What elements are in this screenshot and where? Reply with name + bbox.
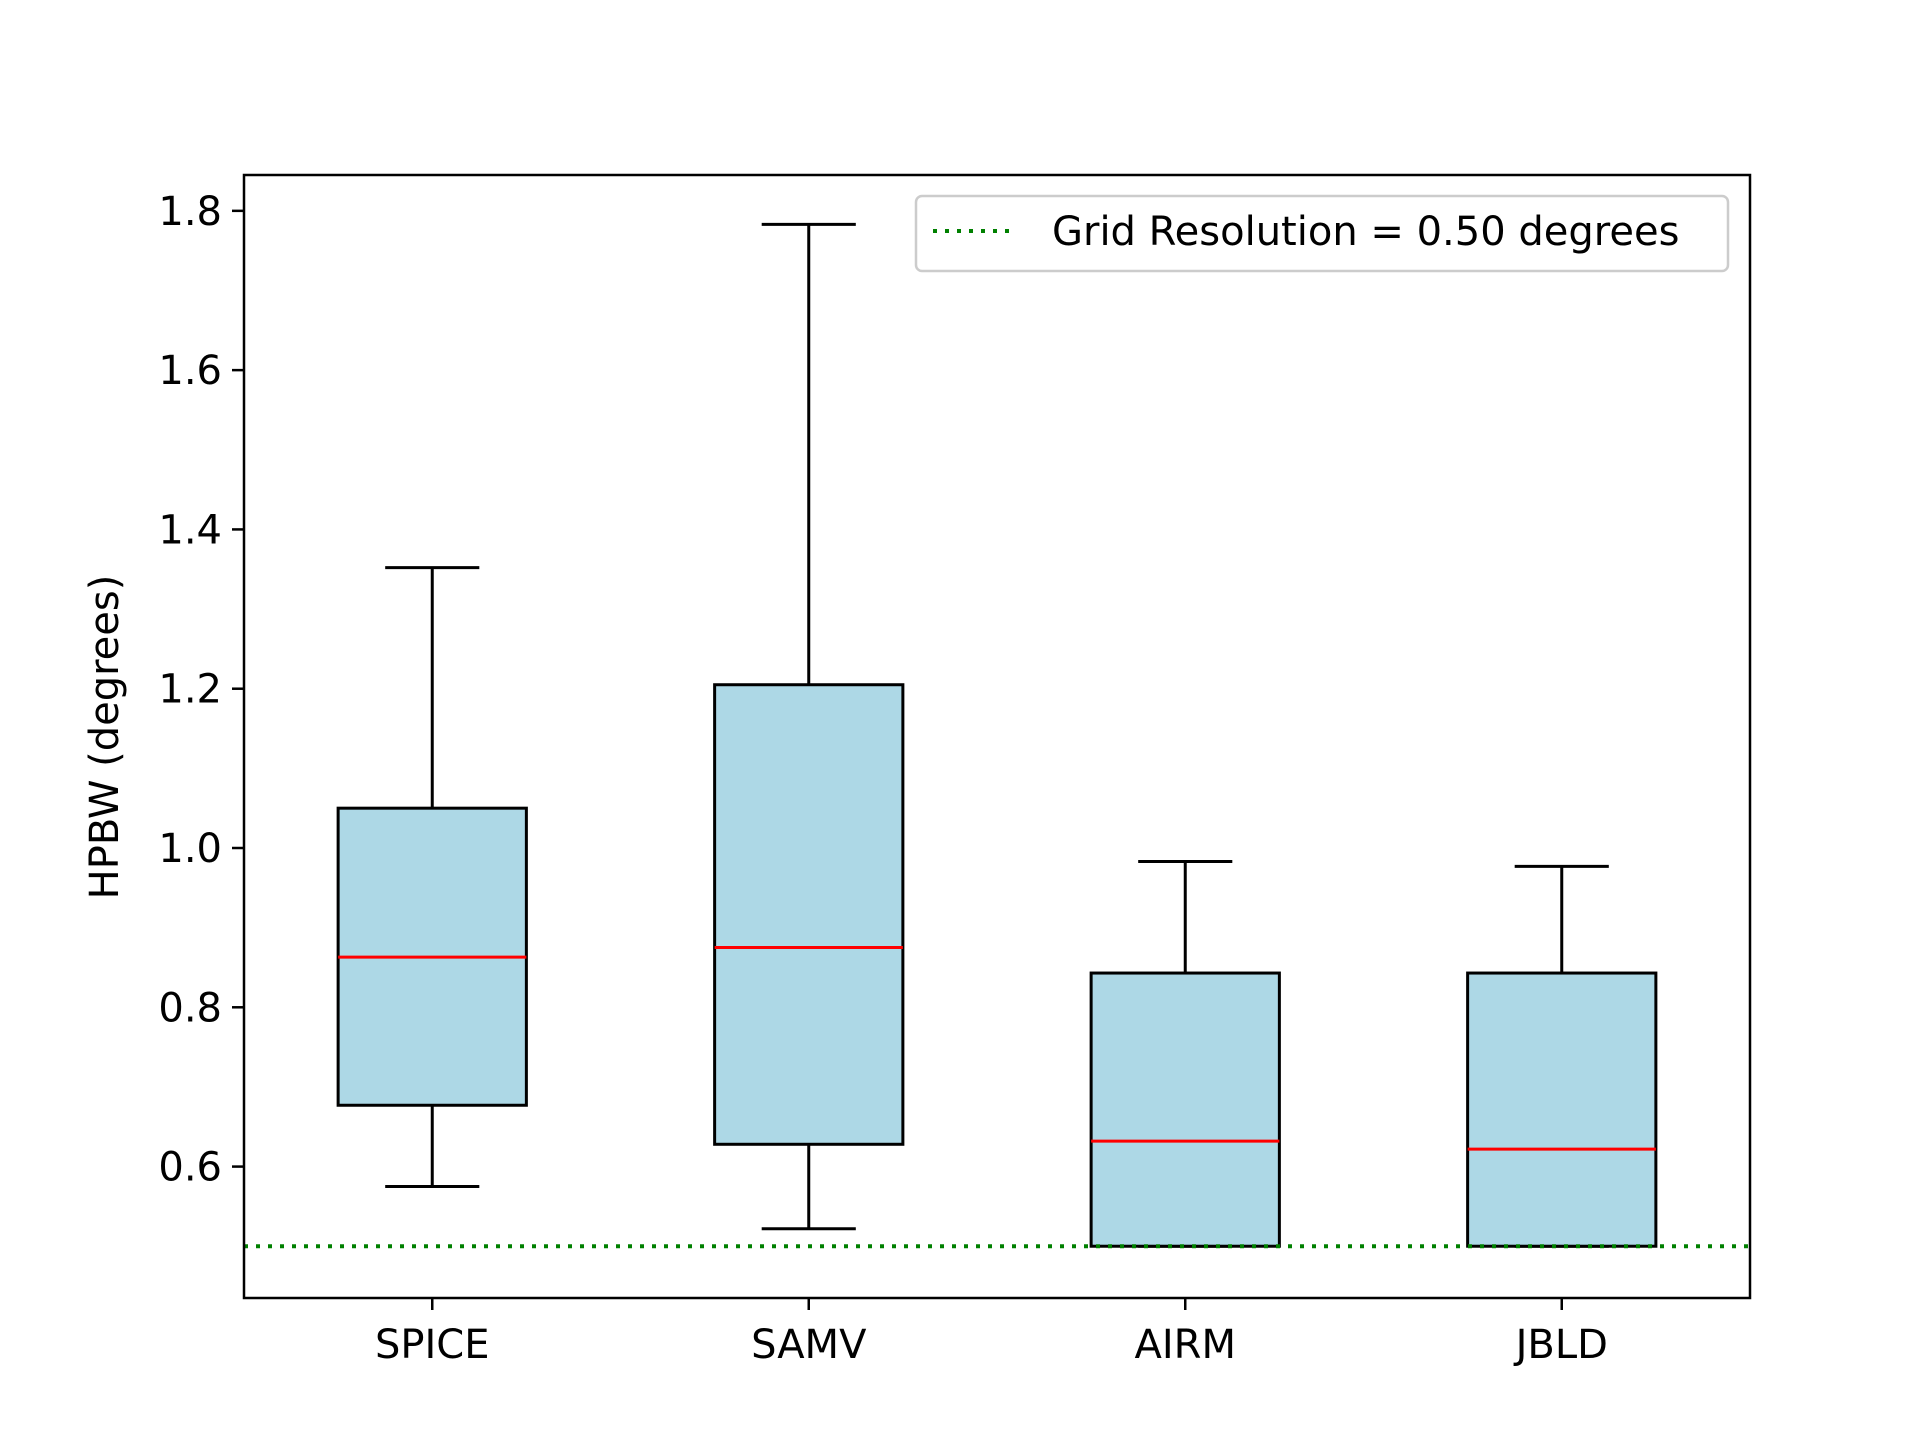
y-axis: 0.6 0.8 1.0 1.2 1.4 1.6 1.8 xyxy=(158,189,244,1191)
x-tick-label: SAMV xyxy=(751,1322,867,1368)
y-tick-label: 1.8 xyxy=(158,189,222,235)
box-group-spice xyxy=(336,566,528,1188)
x-axis: SPICE SAMV AIRM JBLD xyxy=(375,1298,1608,1368)
x-tick-label: SPICE xyxy=(375,1322,490,1368)
y-tick-label: 1.4 xyxy=(158,507,222,553)
boxes-layer xyxy=(336,222,1658,1248)
box-group-airm xyxy=(1089,860,1281,1248)
y-tick-label: 0.6 xyxy=(158,1145,222,1191)
x-tick-label: AIRM xyxy=(1135,1322,1236,1368)
box-group-jbld xyxy=(1466,864,1658,1248)
plot-frame xyxy=(242,173,1752,1300)
y-tick-label: 1.6 xyxy=(158,348,222,394)
y-tick-label: 1.0 xyxy=(158,826,222,872)
y-tick-label: 0.8 xyxy=(158,985,222,1031)
y-tick-label: 1.2 xyxy=(158,667,222,713)
legend-label: Grid Resolution = 0.50 degrees xyxy=(1052,209,1679,255)
box-samv xyxy=(713,683,905,1146)
box-jbld xyxy=(1466,971,1658,1248)
box-group-samv xyxy=(713,222,905,1231)
x-tick-label: JBLD xyxy=(1513,1322,1608,1368)
box-airm xyxy=(1089,971,1281,1248)
y-axis-label: HPBW (degrees) xyxy=(82,575,128,900)
legend-frame xyxy=(914,194,1730,273)
legend: Grid Resolution = 0.50 degrees xyxy=(914,194,1730,273)
